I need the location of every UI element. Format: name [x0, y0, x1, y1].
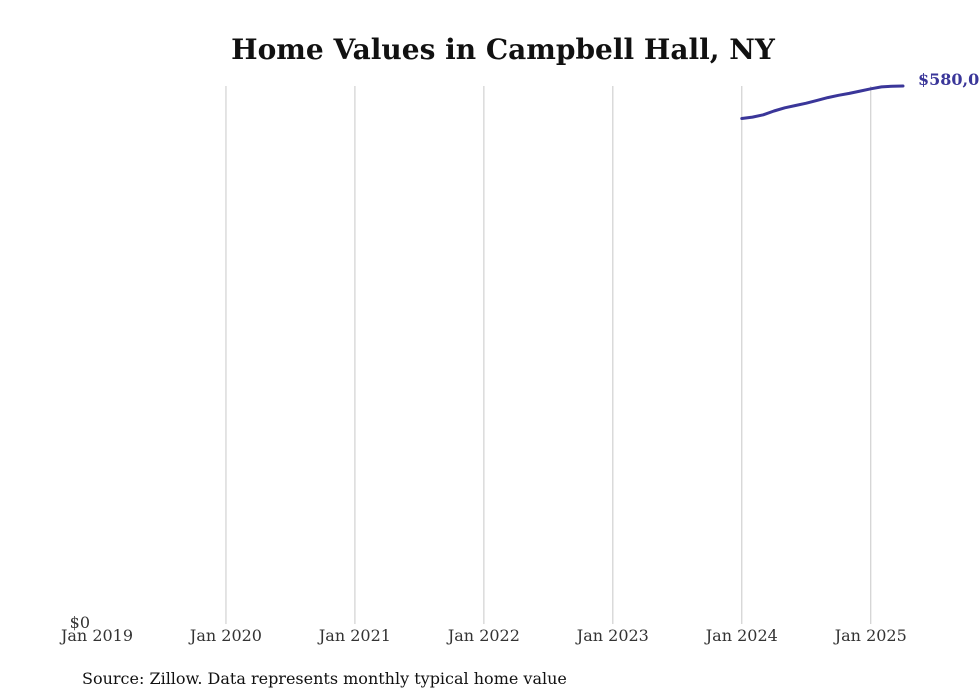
x-tick-label: Jan 2024 [704, 626, 778, 645]
x-axis-ticks: Jan 2019 Jan 2020 Jan 2021 Jan 2022 Jan 2023… [59, 626, 907, 645]
series-line-home-value [740, 84, 905, 120]
x-tick-label: Jan 2019 [59, 626, 133, 645]
x-tick-label: Jan 2020 [188, 626, 262, 645]
y-axis-zero-label: $0 [70, 613, 90, 632]
chart-title: Home Values in Campbell Hall, NY [231, 33, 776, 66]
end-value-label: $580,000 [918, 70, 980, 89]
x-tick-label: Jan 2021 [317, 626, 391, 645]
x-tick-label: Jan 2025 [833, 626, 907, 645]
source-note: Source: Zillow. Data represents monthly … [82, 669, 567, 688]
x-tick-label: Jan 2022 [446, 626, 520, 645]
x-tick-label: Jan 2023 [575, 626, 649, 645]
grid-lines [225, 86, 872, 624]
